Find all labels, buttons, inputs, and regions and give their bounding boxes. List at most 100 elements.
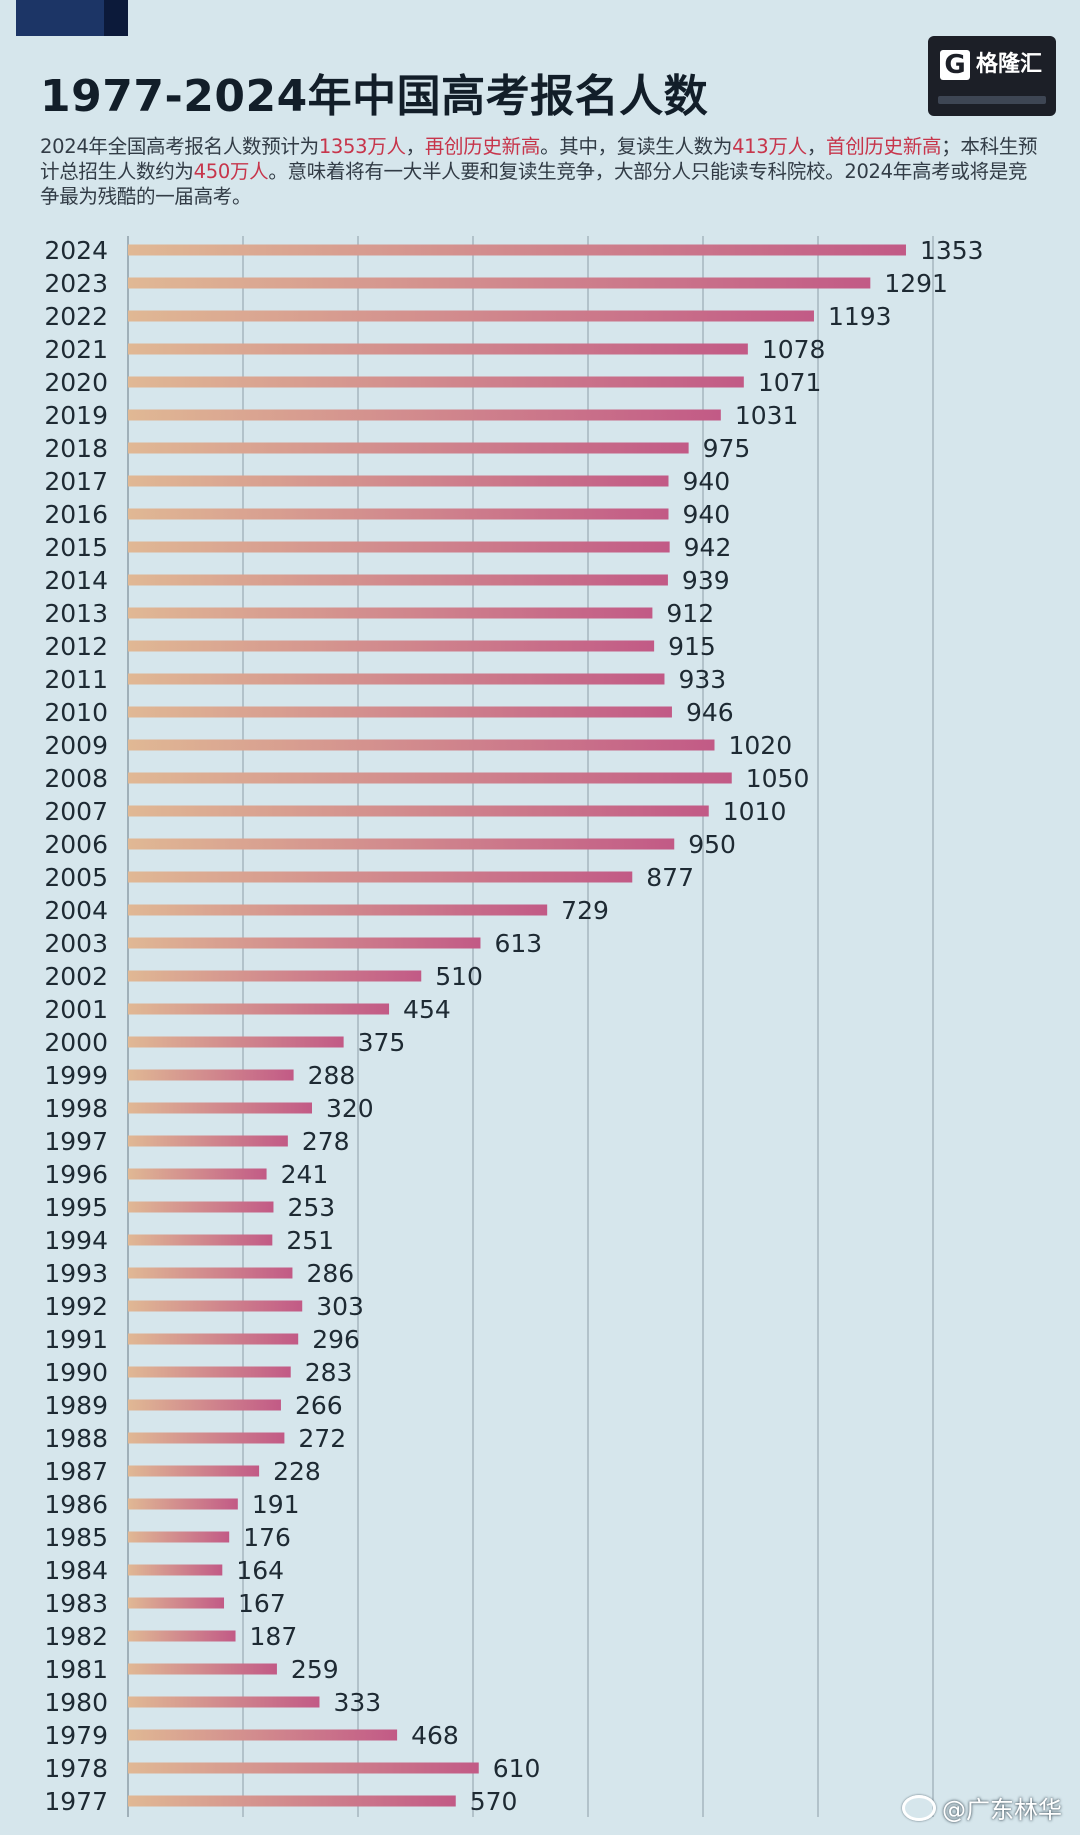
year-label-1997: 1997 xyxy=(44,1127,108,1156)
bar-2016 xyxy=(128,508,669,520)
value-label-1982: 187 xyxy=(250,1622,298,1651)
value-label-2000: 375 xyxy=(358,1028,406,1057)
year-label-1988: 1988 xyxy=(44,1424,108,1453)
bar-2002 xyxy=(128,970,422,982)
bar-2009 xyxy=(128,739,715,751)
bar-1994 xyxy=(128,1234,273,1246)
year-label-2012: 2012 xyxy=(44,632,108,661)
year-label-1996: 1996 xyxy=(44,1160,108,1189)
year-label-1978: 1978 xyxy=(44,1754,108,1783)
value-label-1988: 272 xyxy=(298,1424,346,1453)
year-label-2007: 2007 xyxy=(44,797,108,826)
bar-1980 xyxy=(128,1696,320,1708)
year-labels: 2024 2023 2022 2021 2020 2019 2018 2017 2016 2015… xyxy=(44,236,108,1816)
bar-2020 xyxy=(128,376,744,388)
value-label-2004: 729 xyxy=(561,896,609,925)
bar-1999 xyxy=(128,1069,294,1081)
bar-2015 xyxy=(128,541,670,553)
value-label-2007: 1010 xyxy=(723,797,787,826)
bar-2007 xyxy=(128,805,709,817)
subtitle-text: ；本科生预计总招生人数约为 xyxy=(40,135,1038,183)
subtitle-text: 。意味着将有一大半人要和复读生竞争，大部分人只能读专科院校。2024年高考或将是… xyxy=(40,160,1028,208)
value-label-1991: 296 xyxy=(312,1325,360,1354)
value-label-2006: 950 xyxy=(688,830,736,859)
year-label-1989: 1989 xyxy=(44,1391,108,1420)
bar-1996 xyxy=(128,1168,267,1180)
value-label-2005: 877 xyxy=(646,863,694,892)
bar-2001 xyxy=(128,1003,390,1015)
subtitle-highlight: 再创历史新高 xyxy=(424,135,541,158)
year-label-2017: 2017 xyxy=(44,467,108,496)
chart-title: 1977-2024年中国高考报名人数 xyxy=(40,71,709,122)
value-label-2019: 1031 xyxy=(735,401,799,430)
value-label-2016: 940 xyxy=(683,500,731,529)
bar-2024 xyxy=(128,244,906,256)
weibo-credit: @广东林华 xyxy=(902,1790,1062,1825)
value-label-1997: 278 xyxy=(302,1127,350,1156)
value-label-2014: 939 xyxy=(682,566,730,595)
chart-subtitle: 2024年全国高考报名人数预计为1353万人，再创历史新高。其中，复读生人数为4… xyxy=(40,134,1040,209)
value-label-1992: 303 xyxy=(316,1292,364,1321)
bar-1998 xyxy=(128,1102,312,1114)
subtitle-highlight: 450万人 xyxy=(193,160,269,183)
logo-bar xyxy=(938,96,1046,104)
bars xyxy=(128,244,906,1807)
bar-1991 xyxy=(128,1333,299,1345)
year-label-1993: 1993 xyxy=(44,1259,108,1288)
year-label-1995: 1995 xyxy=(44,1193,108,1222)
value-label-1984: 164 xyxy=(236,1556,284,1585)
year-label-2010: 2010 xyxy=(44,698,108,727)
bar-2017 xyxy=(128,475,669,487)
bar-2014 xyxy=(128,574,668,586)
year-label-2016: 2016 xyxy=(44,500,108,529)
value-label-2012: 915 xyxy=(668,632,716,661)
value-label-1990: 283 xyxy=(305,1358,353,1387)
year-label-2024: 2024 xyxy=(44,236,108,265)
value-label-1995: 253 xyxy=(287,1193,335,1222)
brand-logo: G 格隆汇 xyxy=(928,36,1056,116)
year-label-1984: 1984 xyxy=(44,1556,108,1585)
value-label-2009: 1020 xyxy=(729,731,793,760)
bar-1993 xyxy=(128,1267,293,1279)
bar-2005 xyxy=(128,871,633,883)
year-label-1977: 1977 xyxy=(44,1787,108,1816)
value-label-2021: 1078 xyxy=(762,335,826,364)
value-label-1996: 241 xyxy=(281,1160,329,1189)
bar-1986 xyxy=(128,1498,238,1510)
bar-1987 xyxy=(128,1465,260,1477)
year-label-1986: 1986 xyxy=(44,1490,108,1519)
year-label-1985: 1985 xyxy=(44,1523,108,1552)
bar-2000 xyxy=(128,1036,344,1048)
logo-mark: G xyxy=(940,50,970,80)
value-label-1981: 259 xyxy=(291,1655,339,1684)
bar-1982 xyxy=(128,1630,236,1642)
value-label-2002: 510 xyxy=(435,962,483,991)
bar-1997 xyxy=(128,1135,288,1147)
value-label-2017: 940 xyxy=(683,467,731,496)
value-label-2023: 1291 xyxy=(884,269,948,298)
bar-2022 xyxy=(128,310,814,322)
value-label-1987: 228 xyxy=(273,1457,321,1486)
value-label-1985: 176 xyxy=(243,1523,291,1552)
bar-1988 xyxy=(128,1432,285,1444)
bar-1985 xyxy=(128,1531,230,1543)
weibo-icon xyxy=(902,1795,936,1821)
year-label-2000: 2000 xyxy=(44,1028,108,1057)
year-label-2002: 2002 xyxy=(44,962,108,991)
year-label-2008: 2008 xyxy=(44,764,108,793)
year-label-2003: 2003 xyxy=(44,929,108,958)
value-label-1994: 251 xyxy=(286,1226,334,1255)
value-label-2003: 613 xyxy=(494,929,542,958)
bar-2008 xyxy=(128,772,732,784)
value-label-1998: 320 xyxy=(326,1094,374,1123)
bar-1979 xyxy=(128,1729,398,1741)
value-label-2001: 454 xyxy=(403,995,451,1024)
bar-2019 xyxy=(128,409,721,421)
year-label-2006: 2006 xyxy=(44,830,108,859)
grid-lines xyxy=(127,236,934,1817)
value-label-1989: 266 xyxy=(295,1391,343,1420)
value-label-1980: 333 xyxy=(333,1688,381,1717)
year-label-1998: 1998 xyxy=(44,1094,108,1123)
